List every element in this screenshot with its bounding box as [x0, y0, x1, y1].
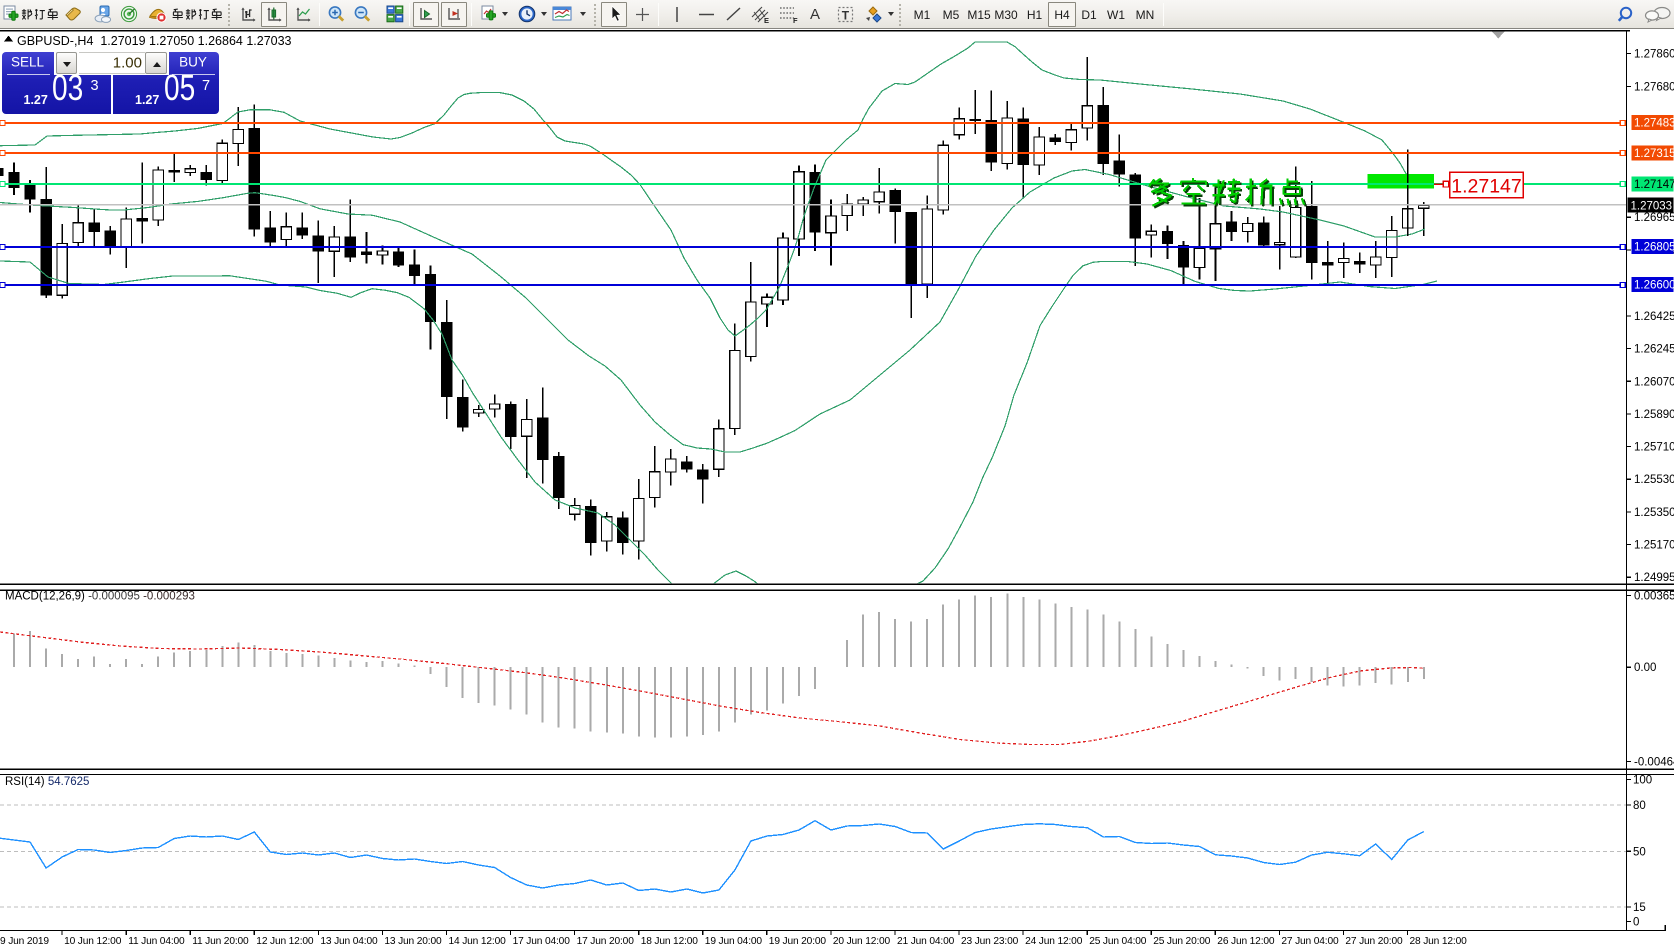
svg-text:1.25170: 1.25170	[1634, 540, 1674, 552]
svg-text:RSI(14) 54.7625: RSI(14) 54.7625	[5, 776, 89, 788]
svg-text:11 Jun 04:00: 11 Jun 04:00	[128, 936, 185, 947]
svg-text:26 Jun 12:00: 26 Jun 12:00	[1217, 936, 1275, 947]
svg-text:-0.004645: -0.004645	[1634, 757, 1674, 769]
svg-text:12 Jun 12:00: 12 Jun 12:00	[256, 936, 314, 947]
svg-text:18 Jun 12:00: 18 Jun 12:00	[641, 936, 699, 947]
svg-text:1.25710: 1.25710	[1634, 442, 1674, 454]
svg-text:24 Jun 12:00: 24 Jun 12:00	[1025, 936, 1083, 947]
svg-text:1.27147: 1.27147	[1451, 175, 1522, 197]
svg-text:GBPUSD-,H4 1.27019 1.27050 1.: GBPUSD-,H4 1.27019 1.27050 1.26864 1.270…	[17, 34, 292, 48]
svg-text:17 Jun 04:00: 17 Jun 04:00	[513, 936, 571, 947]
svg-text:1.27147: 1.27147	[1634, 179, 1674, 191]
svg-text:20 Jun 12:00: 20 Jun 12:00	[833, 936, 891, 947]
svg-text:19 Jun 20:00: 19 Jun 20:00	[769, 936, 827, 947]
svg-text:27 Jun 20:00: 27 Jun 20:00	[1345, 936, 1403, 947]
svg-text:1.26070: 1.26070	[1634, 376, 1674, 388]
svg-text:11 Jun 20:00: 11 Jun 20:00	[192, 936, 249, 947]
svg-text:28 Jun 12:00: 28 Jun 12:00	[1410, 936, 1468, 947]
svg-text:1.26425: 1.26425	[1634, 311, 1674, 323]
svg-text:1.25530: 1.25530	[1634, 474, 1674, 486]
svg-text:F: F	[793, 16, 798, 25]
svg-text:0.00: 0.00	[1634, 662, 1656, 674]
svg-text:10 Jun 12:00: 10 Jun 12:00	[64, 936, 122, 947]
svg-text:E: E	[764, 16, 769, 25]
svg-text:1.26965: 1.26965	[1634, 212, 1674, 224]
svg-text:50: 50	[1633, 846, 1646, 858]
svg-text:23 Jun 23:00: 23 Jun 23:00	[961, 936, 1019, 947]
svg-text:1.27483: 1.27483	[1634, 118, 1674, 130]
svg-text:1.25890: 1.25890	[1634, 409, 1674, 421]
svg-text:13 Jun 04:00: 13 Jun 04:00	[320, 936, 378, 947]
svg-text:15: 15	[1633, 902, 1646, 914]
svg-text:17 Jun 20:00: 17 Jun 20:00	[577, 936, 635, 947]
svg-text:25 Jun 20:00: 25 Jun 20:00	[1153, 936, 1211, 947]
svg-text:0.003658: 0.003658	[1634, 591, 1674, 603]
svg-text:MACD(12,26,9) -0.000095 -0.000: MACD(12,26,9) -0.000095 -0.000293	[5, 591, 195, 603]
svg-text:13 Jun 20:00: 13 Jun 20:00	[384, 936, 442, 947]
svg-text:1.27680: 1.27680	[1634, 81, 1674, 93]
svg-text:1.26600: 1.26600	[1634, 280, 1674, 292]
svg-text:9 Jun 2019: 9 Jun 2019	[0, 936, 49, 947]
svg-text:80: 80	[1633, 800, 1646, 812]
svg-text:100: 100	[1633, 775, 1652, 787]
svg-text:1.26245: 1.26245	[1634, 344, 1674, 356]
svg-text:1.27033: 1.27033	[1631, 200, 1673, 212]
svg-text:14 Jun 12:00: 14 Jun 12:00	[449, 936, 507, 947]
svg-text:T: T	[842, 9, 850, 23]
svg-text:1.24995: 1.24995	[1634, 572, 1674, 584]
svg-text:1.27315: 1.27315	[1634, 148, 1674, 160]
svg-text:21 Jun 04:00: 21 Jun 04:00	[897, 936, 955, 947]
svg-text:0: 0	[1633, 917, 1639, 929]
svg-text:19 Jun 04:00: 19 Jun 04:00	[705, 936, 763, 947]
svg-text:1.27860: 1.27860	[1634, 49, 1674, 61]
svg-text:1.26805: 1.26805	[1634, 242, 1674, 254]
svg-text:1.25350: 1.25350	[1634, 507, 1674, 519]
svg-text:25 Jun 04:00: 25 Jun 04:00	[1089, 936, 1147, 947]
svg-text:27 Jun 04:00: 27 Jun 04:00	[1281, 936, 1339, 947]
